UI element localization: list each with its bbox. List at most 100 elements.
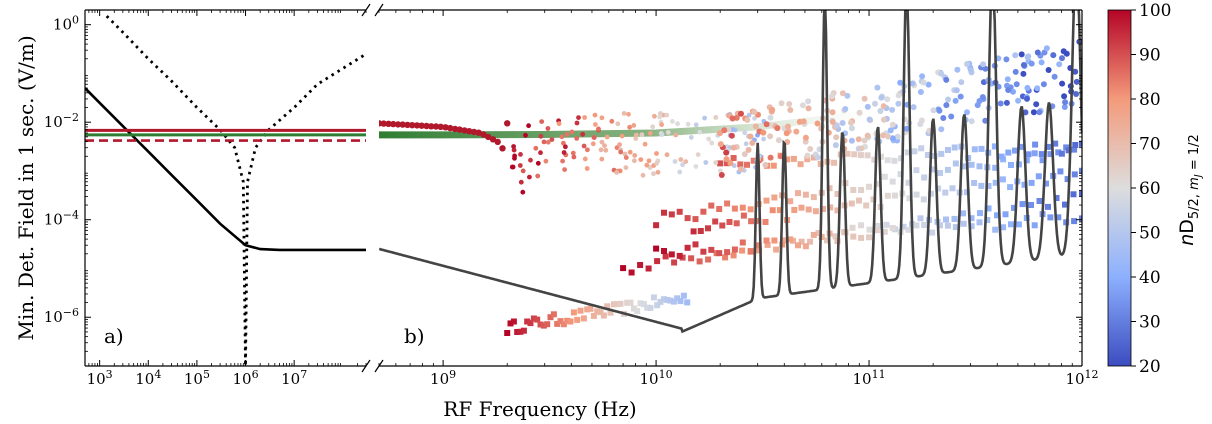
scatter-point [739,204,746,211]
scatter-point [826,185,833,192]
scatter-point [557,318,564,325]
scatter-point [892,192,898,199]
red-curve-point [475,129,482,136]
star-point [648,130,653,136]
scatter-point [724,200,731,207]
scatter-point [762,219,769,225]
star-point [585,147,590,153]
star-point [599,115,605,121]
scatter-point [857,152,864,159]
scatter-point [980,61,987,68]
scatter-point [1040,81,1047,88]
scatter-point [723,160,730,167]
scatter-point [1010,88,1016,95]
star-point [706,136,712,142]
scatter-point [1020,62,1027,68]
scatter-point [804,152,811,159]
scatter-point [938,70,945,77]
scatter-point [749,140,756,146]
scatter-point [889,225,896,231]
panel-a-series-1 [105,15,366,366]
star-point [695,152,701,158]
scatter-point [873,227,880,234]
scatter-point [769,207,776,214]
scatter-point [760,129,767,136]
star-point [582,156,588,162]
colorbar-tick-label: 30 [1139,313,1161,333]
scatter-point [723,156,730,163]
scatter-point [992,179,999,186]
scatter-point [773,246,780,253]
scatter-point [684,299,691,306]
scatter-point [692,216,699,223]
scatter-point [866,183,872,190]
scatter-point [924,152,931,158]
scatter-point [769,106,776,113]
scatter-point [660,296,667,303]
scatter-point [645,265,652,272]
red-curve-point [480,131,487,138]
scatter-point [909,80,916,87]
scatter-point [917,215,924,222]
star-point [646,158,652,164]
scatter-point [1036,198,1043,204]
scatter-point [653,245,660,252]
scatter-point [587,305,594,312]
scatter-point [771,194,778,201]
red-curve-point [504,120,511,127]
red-curve-point [418,122,425,129]
star-point [657,114,663,120]
star-point [533,145,539,151]
scatter-point [520,327,527,334]
scatter-point [1015,97,1022,104]
scatter-point [951,144,958,151]
axis-break-marks [361,3,384,373]
scatter-point [844,150,851,157]
scatter-point [1021,181,1028,188]
scatter-point [676,252,683,259]
scatter-point [738,110,744,117]
scatter-point [644,304,651,311]
scatter-point [1025,151,1032,158]
scatter-point [982,117,989,124]
scatter-point [968,223,975,230]
scatter-point [1071,171,1078,178]
scatter-point [696,258,703,265]
scatter-point [750,157,757,164]
scatter-point [1057,168,1064,175]
scatter-point [570,309,577,316]
star-point [615,121,621,127]
scatter-point [781,237,788,244]
scatter-point [984,217,991,223]
y-axis-label: Min. Det. Field in 1 sec. (V/m) [14,35,38,340]
scatter-point [798,238,805,245]
scatter-point [863,202,870,209]
scatter-point [974,102,981,109]
scatter-point [944,166,951,173]
scatter-point [942,189,949,196]
scatter-point [905,179,912,186]
red-curve-point [394,121,402,128]
scatter-point [883,221,890,228]
star-point [651,171,656,177]
scatter-point [976,219,983,226]
scatter-point [953,87,960,94]
scatter-point [600,312,607,319]
scatter-point [787,107,794,113]
scatter-point [930,107,937,114]
colorbar-tick-label: 80 [1139,90,1161,110]
scatter-point [739,247,746,254]
scatter-point [718,172,725,178]
red-curve-point [499,145,506,152]
scatter-point [848,200,855,207]
scatter-point [1073,78,1080,85]
scatter-point [802,191,809,198]
scatter-point [737,166,744,173]
x-tick-label: 109 [430,368,456,388]
scatter-point [884,192,891,199]
star-point [559,134,565,140]
panel-a-frame [84,9,366,367]
scatter-point [991,143,998,150]
star-point [618,149,624,155]
x-axis-label: RF Frequency (Hz) [443,397,636,421]
